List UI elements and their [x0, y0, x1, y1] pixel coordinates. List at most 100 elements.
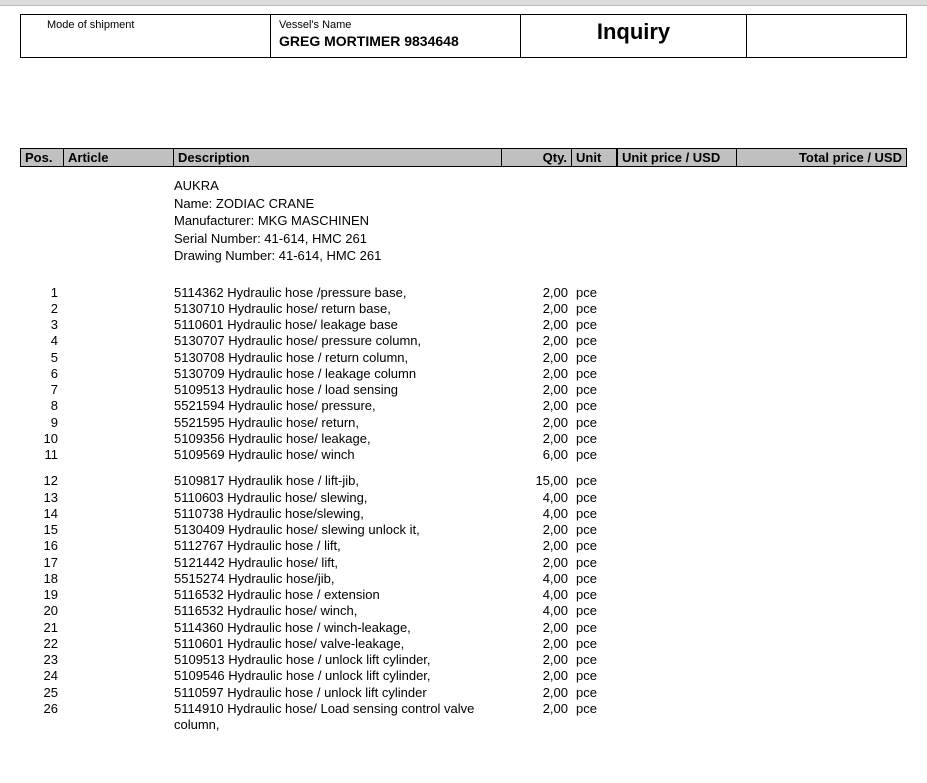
- item-qty: 2,00: [502, 431, 572, 447]
- item-total-price: [737, 301, 907, 317]
- item-article: [64, 603, 174, 619]
- item-total-price: [737, 538, 907, 554]
- item-group-gap: [20, 463, 907, 473]
- item-qty: 2,00: [502, 636, 572, 652]
- meta-line-4: Serial Number: 41-614, HMC 261: [174, 230, 907, 248]
- item-description: 5130708 Hydraulic hose / return column,: [174, 350, 502, 366]
- item-qty: 2,00: [502, 382, 572, 398]
- item-row: 225110601 Hydraulic hose/ valve-leakage,…: [20, 636, 907, 652]
- item-pos: 23: [20, 652, 64, 668]
- item-description: 5121442 Hydraulic hose/ lift,: [174, 555, 502, 571]
- item-total-price: [737, 506, 907, 522]
- item-qty: 2,00: [502, 701, 572, 734]
- item-total-price: [737, 382, 907, 398]
- item-row: 205116532 Hydraulic hose/ winch,4,00pce: [20, 603, 907, 619]
- item-total-price: [737, 620, 907, 636]
- item-unit: pce: [572, 490, 617, 506]
- item-qty: 4,00: [502, 506, 572, 522]
- item-article: [64, 382, 174, 398]
- item-row: 265114910 Hydraulic hose/ Load sensing c…: [20, 701, 907, 734]
- item-article: [64, 366, 174, 382]
- item-unit-price: [617, 333, 737, 349]
- item-article: [64, 285, 174, 301]
- item-unit-price: [617, 317, 737, 333]
- item-row: 85521594 Hydraulic hose/ pressure,2,00pc…: [20, 398, 907, 414]
- item-pos: 9: [20, 415, 64, 431]
- item-total-price: [737, 398, 907, 414]
- col-header-qty: Qty.: [502, 149, 572, 166]
- item-description: 5114360 Hydraulic hose / winch-leakage,: [174, 620, 502, 636]
- item-pos: 8: [20, 398, 64, 414]
- item-pos: 13: [20, 490, 64, 506]
- item-unit-price: [617, 652, 737, 668]
- item-unit-price: [617, 490, 737, 506]
- item-description: 5110601 Hydraulic hose/ leakage base: [174, 317, 502, 333]
- item-description: 5130409 Hydraulic hose/ slewing unlock i…: [174, 522, 502, 538]
- item-total-price: [737, 701, 907, 734]
- item-article: [64, 333, 174, 349]
- meta-block: AUKRA Name: ZODIAC CRANE Manufacturer: M…: [174, 177, 907, 265]
- item-row: 15114362 Hydraulic hose /pressure base,2…: [20, 285, 907, 301]
- item-row: 125109817 Hydraulik hose / lift-jib,15,0…: [20, 473, 907, 489]
- meta-line-3: Manufacturer: MKG MASCHINEN: [174, 212, 907, 230]
- item-unit: pce: [572, 506, 617, 522]
- mode-of-shipment-cell: Mode of shipment: [21, 15, 271, 58]
- item-article: [64, 431, 174, 447]
- item-qty: 2,00: [502, 398, 572, 414]
- item-pos: 2: [20, 301, 64, 317]
- item-description: 5114362 Hydraulic hose /pressure base,: [174, 285, 502, 301]
- item-total-price: [737, 473, 907, 489]
- items-body: 15114362 Hydraulic hose /pressure base,2…: [20, 285, 907, 734]
- mode-of-shipment-label: Mode of shipment: [29, 19, 262, 31]
- item-description: 5130707 Hydraulic hose/ pressure column,: [174, 333, 502, 349]
- item-row: 185515274 Hydraulic hose/jib,4,00pce: [20, 571, 907, 587]
- item-pos: 12: [20, 473, 64, 489]
- item-description: 5116532 Hydraulic hose/ winch,: [174, 603, 502, 619]
- item-unit: pce: [572, 668, 617, 684]
- col-header-pos: Pos.: [20, 149, 64, 166]
- item-total-price: [737, 317, 907, 333]
- item-qty: 2,00: [502, 301, 572, 317]
- item-qty: 2,00: [502, 285, 572, 301]
- item-row: 115109569 Hydraulic hose/ winch6,00pce: [20, 447, 907, 463]
- item-article: [64, 447, 174, 463]
- item-description: 5110597 Hydraulic hose / unlock lift cyl…: [174, 685, 502, 701]
- item-row: 245109546 Hydraulic hose / unlock lift c…: [20, 668, 907, 684]
- item-row: 175121442 Hydraulic hose/ lift,2,00pce: [20, 555, 907, 571]
- item-unit: pce: [572, 571, 617, 587]
- item-article: [64, 506, 174, 522]
- item-row: 5 5130708 Hydraulic hose / return column,…: [20, 350, 907, 366]
- item-row: 45130707 Hydraulic hose/ pressure column…: [20, 333, 907, 349]
- item-unit: pce: [572, 415, 617, 431]
- item-row: 75109513 Hydraulic hose / load sensing2,…: [20, 382, 907, 398]
- item-qty: 2,00: [502, 685, 572, 701]
- item-unit-price: [617, 603, 737, 619]
- item-unit-price: [617, 636, 737, 652]
- item-unit-price: [617, 285, 737, 301]
- item-unit: pce: [572, 636, 617, 652]
- item-unit: pce: [572, 447, 617, 463]
- item-pos: 14: [20, 506, 64, 522]
- item-total-price: [737, 350, 907, 366]
- item-pos: 25: [20, 685, 64, 701]
- item-row: 195116532 Hydraulic hose / extension4,00…: [20, 587, 907, 603]
- col-header-unit: Unit: [572, 149, 617, 166]
- item-unit: pce: [572, 603, 617, 619]
- item-row: 135110603 Hydraulic hose/ slewing,4,00pc…: [20, 490, 907, 506]
- item-qty: 4,00: [502, 587, 572, 603]
- item-unit-price: [617, 506, 737, 522]
- item-pos: 16: [20, 538, 64, 554]
- item-article: [64, 350, 174, 366]
- item-unit: pce: [572, 685, 617, 701]
- item-pos: 5: [20, 350, 64, 366]
- item-total-price: [737, 685, 907, 701]
- item-qty: 2,00: [502, 333, 572, 349]
- item-article: [64, 301, 174, 317]
- item-pos: 24: [20, 668, 64, 684]
- item-row: 215114360 Hydraulic hose / winch-leakage…: [20, 620, 907, 636]
- meta-line-2: Name: ZODIAC CRANE: [174, 195, 907, 213]
- item-unit-price: [617, 431, 737, 447]
- item-qty: 2,00: [502, 652, 572, 668]
- item-qty: 2,00: [502, 538, 572, 554]
- item-description: 5110603 Hydraulic hose/ slewing,: [174, 490, 502, 506]
